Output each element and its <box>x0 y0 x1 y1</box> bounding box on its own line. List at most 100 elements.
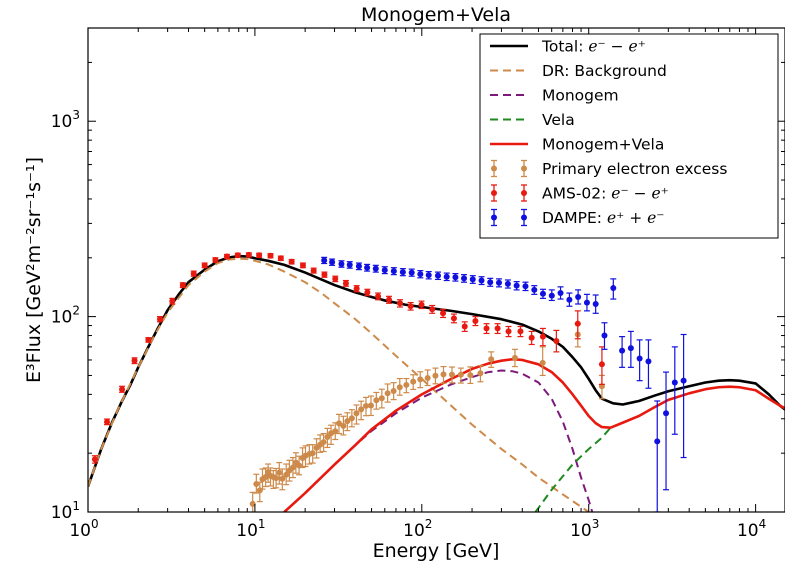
point-marker <box>378 395 385 402</box>
data-point <box>169 297 176 305</box>
point-marker <box>513 282 520 289</box>
data-point <box>131 357 138 365</box>
data-point <box>522 281 529 292</box>
point-marker <box>494 325 501 332</box>
data-point <box>156 316 163 323</box>
point-marker <box>299 262 306 269</box>
data-point <box>320 432 327 453</box>
point-marker <box>353 410 360 417</box>
data-point <box>390 382 397 401</box>
data-point <box>461 274 468 283</box>
data-point <box>373 391 380 410</box>
point-marker <box>472 317 479 324</box>
data-point <box>399 268 406 277</box>
point-marker <box>320 439 327 446</box>
data-point <box>234 252 241 259</box>
point-marker <box>432 372 439 379</box>
data-point <box>288 258 295 265</box>
data-point <box>443 272 450 282</box>
data-point <box>432 367 439 385</box>
point-marker <box>410 378 417 385</box>
data-point <box>342 279 349 287</box>
data-point <box>324 427 331 449</box>
point-marker <box>340 422 347 429</box>
legend-label: DR: Background <box>542 62 667 80</box>
data-point <box>364 288 371 297</box>
data-point <box>557 286 564 300</box>
data-point <box>372 264 379 273</box>
point-marker <box>598 361 605 368</box>
point-marker <box>324 434 331 441</box>
point-marker <box>384 390 391 397</box>
data-point <box>332 275 339 283</box>
point-marker <box>223 253 230 260</box>
data-point <box>346 261 353 269</box>
data-point <box>119 385 126 393</box>
data-point <box>310 267 317 274</box>
point-marker <box>273 475 280 482</box>
point-marker <box>434 272 441 279</box>
point-marker <box>553 338 560 345</box>
point-marker <box>249 500 256 507</box>
point-marker <box>511 354 518 361</box>
point-marker <box>355 263 362 270</box>
series-ams-02-e-e <box>91 251 605 464</box>
data-point <box>434 271 441 281</box>
data-point <box>450 313 457 324</box>
point-marker <box>429 306 436 313</box>
point-marker <box>131 357 138 364</box>
legend-label: Monogem <box>542 87 619 105</box>
data-point <box>179 282 186 289</box>
legend-entry: Monogem+Vela <box>490 136 664 154</box>
point-marker <box>574 320 581 327</box>
legend-label: DAMPE: e⁺ + e⁻ <box>542 209 665 227</box>
data-point <box>190 270 197 277</box>
x-tick-label: 104 <box>737 517 766 541</box>
point-marker <box>407 303 414 310</box>
data-point <box>467 366 474 385</box>
point-marker <box>417 376 424 383</box>
data-point <box>386 295 393 304</box>
point-marker <box>636 355 643 362</box>
point-marker <box>256 252 263 259</box>
legend-swatch-marker <box>521 190 527 196</box>
data-point <box>461 321 468 333</box>
legend-entry: Vela <box>490 111 575 129</box>
data-point <box>429 304 436 314</box>
data-point <box>338 260 345 268</box>
data-point <box>321 271 328 278</box>
data-point <box>328 424 335 445</box>
data-point <box>212 256 219 263</box>
series-monogem-vela <box>283 357 785 512</box>
data-point <box>417 371 424 389</box>
point-marker <box>386 296 393 303</box>
point-marker <box>288 258 295 265</box>
y-tick-label: 101 <box>51 499 80 523</box>
data-point <box>553 329 560 353</box>
legend-label: Vela <box>542 111 575 129</box>
x-tick-label: 103 <box>570 517 599 541</box>
data-point <box>645 339 652 389</box>
legend-label: Monogem+Vela <box>542 136 664 154</box>
data-point <box>425 270 432 280</box>
series-dr-background <box>88 257 590 512</box>
data-point <box>344 412 351 432</box>
point-marker <box>487 279 494 286</box>
data-point <box>410 374 417 391</box>
data-point <box>494 323 501 335</box>
point-marker <box>310 267 317 274</box>
point-marker <box>505 328 512 335</box>
point-marker <box>619 347 626 354</box>
series-vela <box>534 427 612 512</box>
data-point <box>256 481 263 503</box>
point-marker <box>332 275 339 282</box>
legend-swatch-marker <box>521 165 527 172</box>
point-marker <box>276 469 283 476</box>
point-marker <box>119 386 126 393</box>
data-point <box>321 256 328 265</box>
data-point <box>636 339 643 382</box>
data-point <box>478 276 485 286</box>
data-point <box>309 444 316 464</box>
legend-entry: DR: Background <box>490 62 667 80</box>
y-axis: 101 102 103 <box>51 27 785 523</box>
